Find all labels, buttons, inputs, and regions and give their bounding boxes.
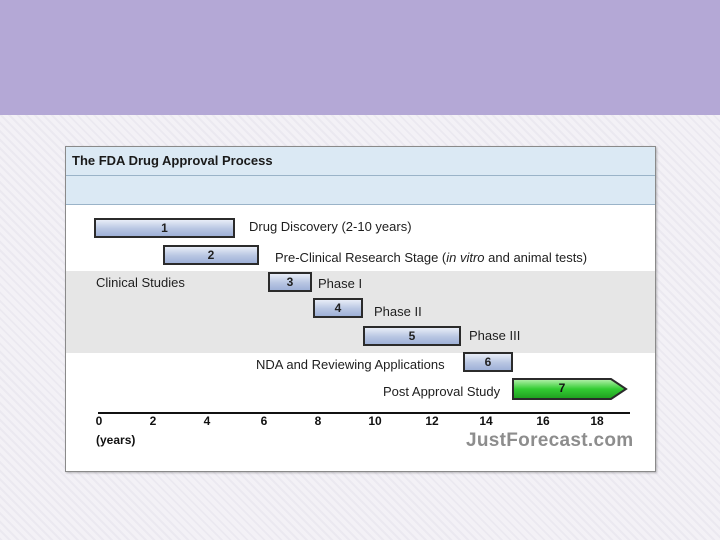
tick-18: 18: [590, 414, 604, 428]
tick-14: 14: [479, 414, 493, 428]
figure-title: The FDA Drug Approval Process: [72, 153, 273, 168]
tick-0: 0: [95, 414, 103, 428]
tick-2: 2: [149, 414, 157, 428]
clinical-studies-label: Clinical Studies: [96, 275, 185, 290]
stage-1-bar: 1: [94, 218, 235, 238]
stage-7-label: Post Approval Study: [383, 384, 501, 399]
years-axis: [98, 412, 630, 414]
tick-4: 4: [203, 414, 211, 428]
brand-watermark: JustForecast.com: [466, 430, 634, 451]
stage-5-bar: 5: [363, 326, 461, 346]
fda-process-figure: The FDA Drug Approval Process Clinical S…: [65, 146, 656, 472]
slide-header-band: [0, 0, 720, 115]
years-unit-label: (years): [96, 433, 136, 447]
stage-7-bar: 7: [512, 378, 628, 400]
tick-16: 16: [536, 414, 550, 428]
stage-5-label: Phase III: [469, 328, 521, 343]
stage-1-label: Drug Discovery (2-10 years): [249, 219, 412, 234]
stage-7-number: 7: [558, 381, 566, 395]
stage-3-label: Phase I: [318, 276, 363, 291]
stage-4-label: Phase II: [374, 304, 422, 319]
figure-header: The FDA Drug Approval Process: [66, 147, 655, 176]
stage-6-label: NDA and Reviewing Applications: [256, 357, 445, 372]
tick-6: 6: [260, 414, 268, 428]
stage-3-bar: 3: [268, 272, 312, 292]
tick-12: 12: [425, 414, 439, 428]
tick-10: 10: [368, 414, 382, 428]
stage-2-bar: 2: [163, 245, 259, 265]
stage-4-bar: 4: [313, 298, 363, 318]
stage-6-bar: 6: [463, 352, 513, 372]
stage-2-label: Pre-Clinical Research Stage (in vitro an…: [275, 250, 588, 265]
tick-8: 8: [314, 414, 322, 428]
figure-subheader: [66, 176, 655, 205]
